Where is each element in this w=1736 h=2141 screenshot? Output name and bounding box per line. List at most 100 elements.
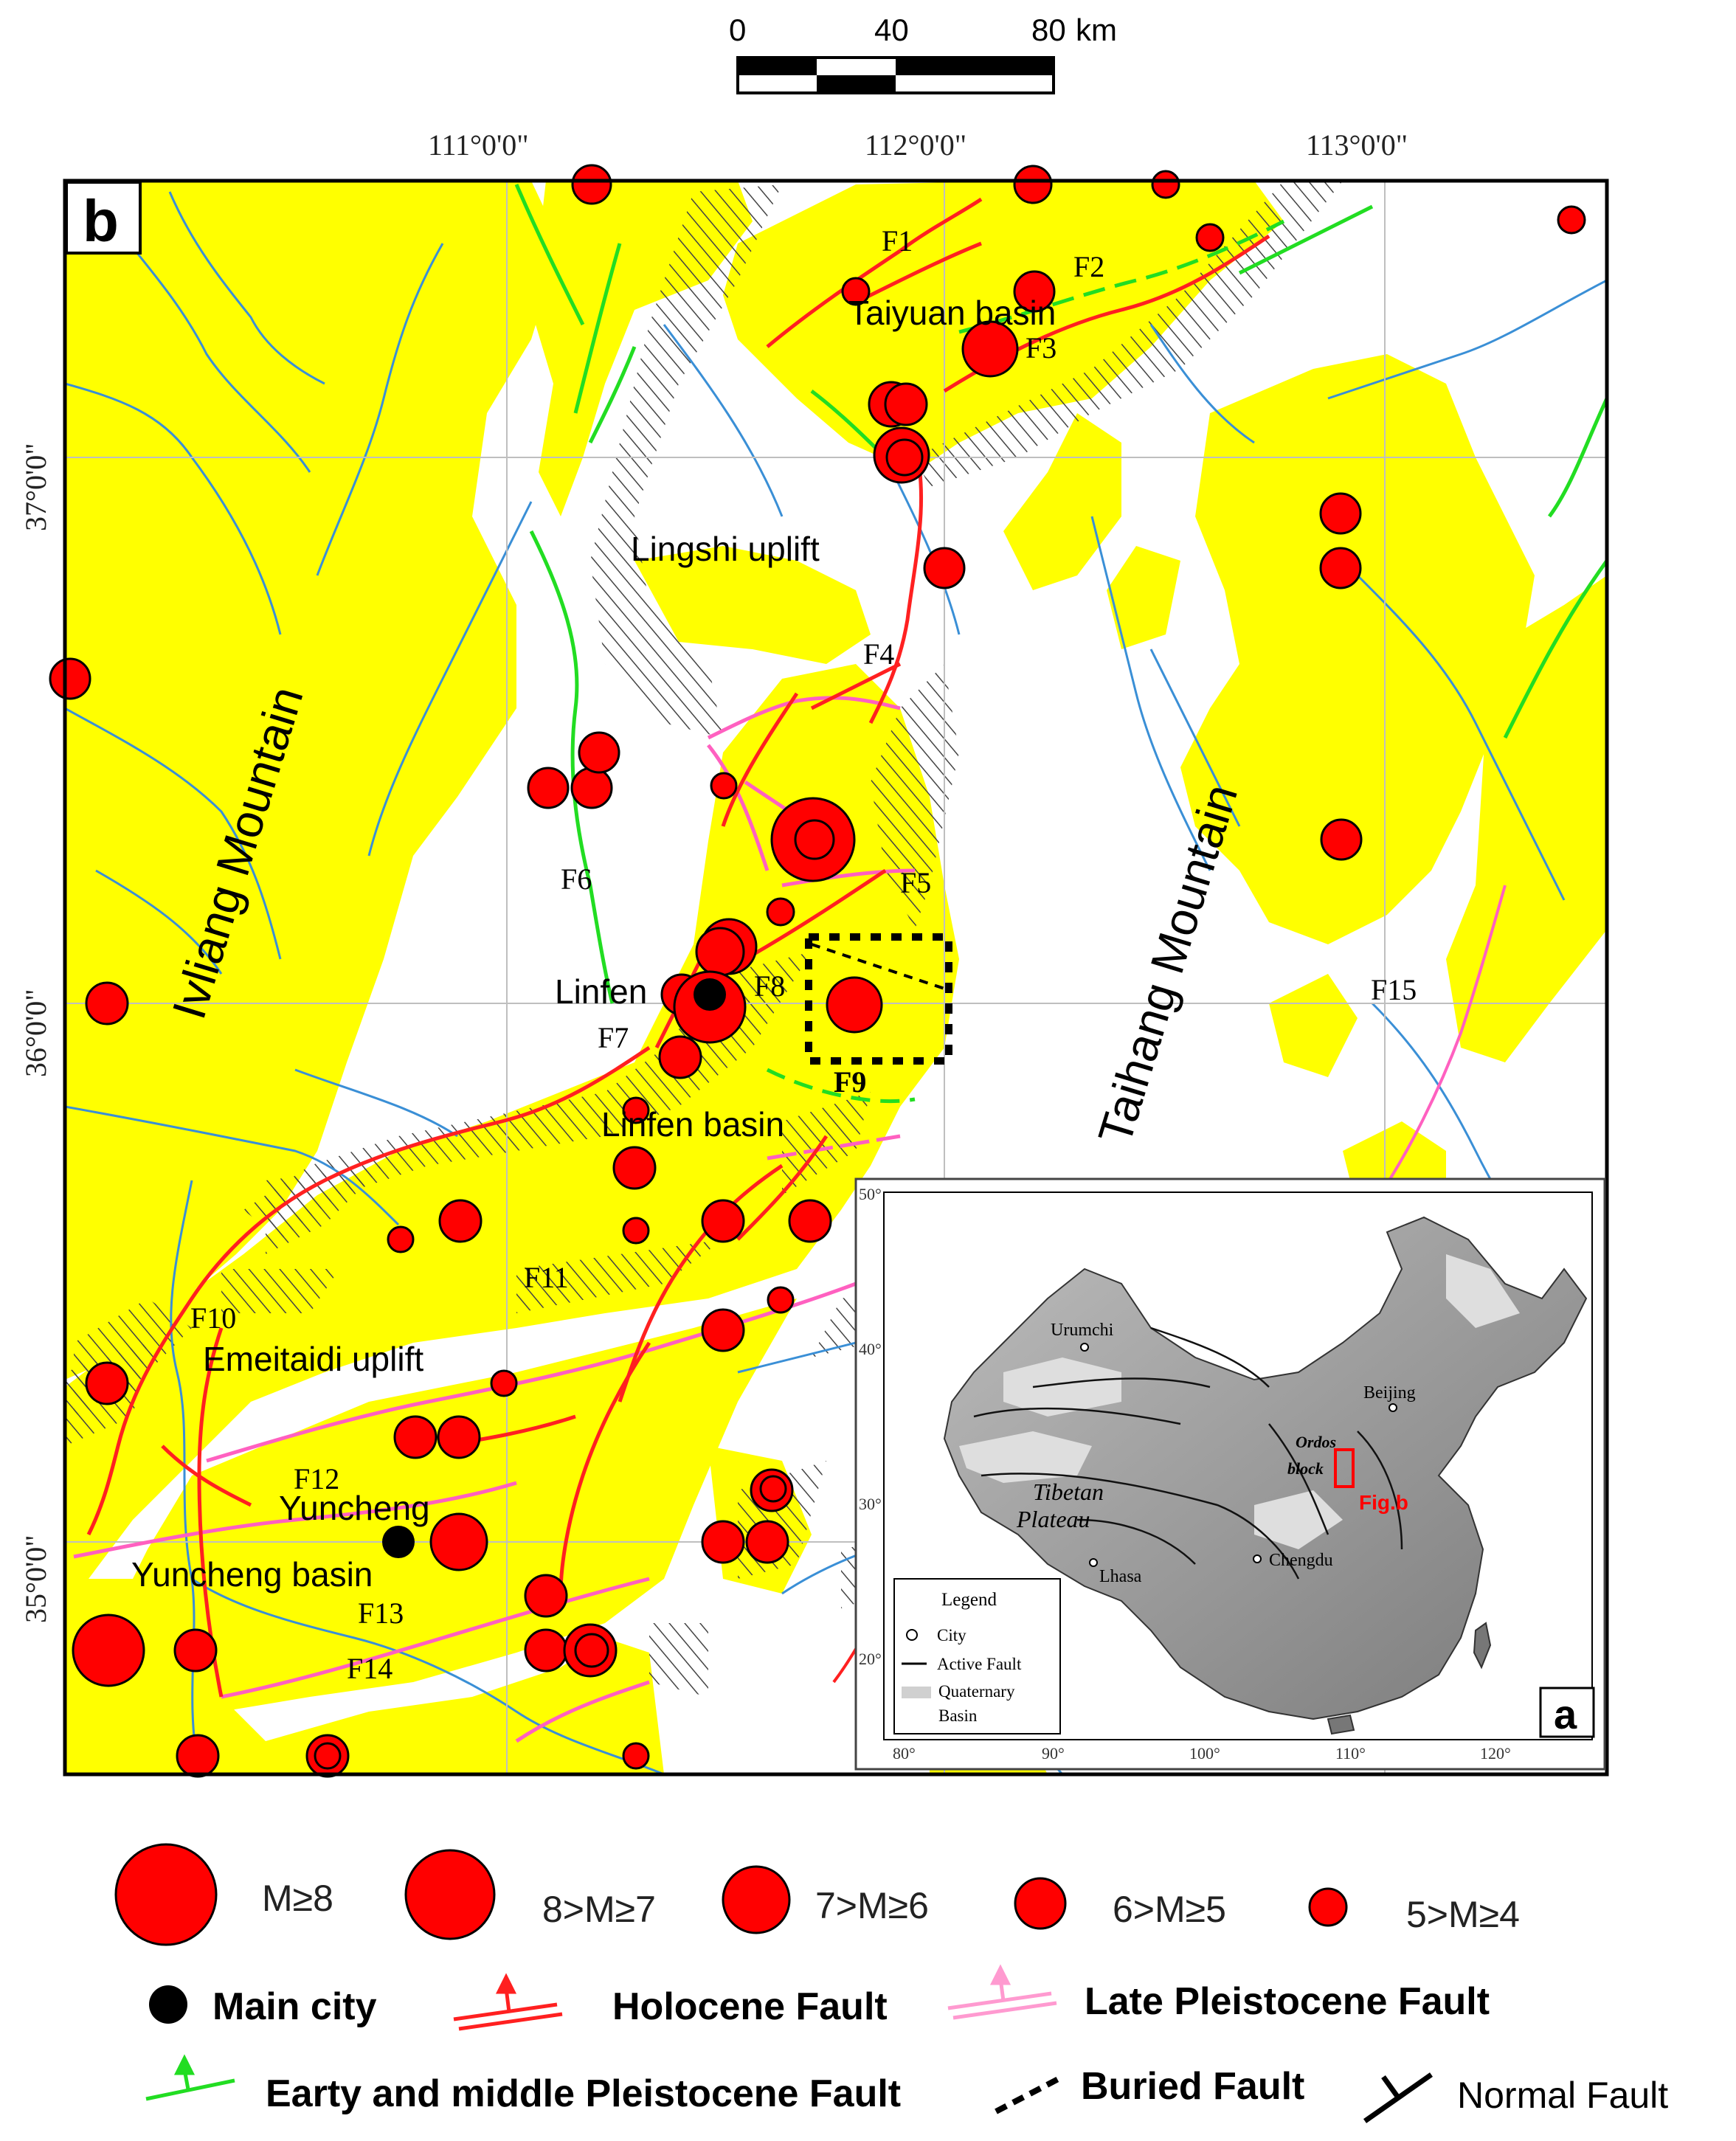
legend-early-middle-symbol (145, 2054, 235, 2101)
legend-late-pleistocene-symbol (947, 1964, 1057, 2020)
inset-basins (959, 1254, 1520, 1549)
beijing-marker (1389, 1403, 1397, 1412)
epicenter-5-4 (1195, 223, 1225, 252)
legend-holocene-label: Holocene Fault (612, 1985, 888, 2028)
hainan-island (1327, 1714, 1355, 1735)
inset-label-box (1539, 1687, 1595, 1738)
inset-map: 50° 40° 30° 20° 80° 90° 100° 110° 120° U… (854, 1177, 1606, 1771)
inset-legend-fault: Active Fault (937, 1655, 1022, 1673)
epicenter-6-5 (885, 438, 924, 477)
study-area-box (805, 933, 952, 1065)
epicenter-5-4 (1151, 170, 1180, 199)
epicenter-6-5 (923, 547, 966, 589)
fault-label-f14: F14 (347, 1652, 392, 1685)
block-label: block (1287, 1459, 1324, 1478)
epicenter-5-4 (622, 1217, 650, 1245)
epicenter-6-5 (884, 382, 928, 426)
panel-label: b (83, 188, 119, 254)
inset-legend-basin: Basin (938, 1706, 978, 1725)
fault-label-f7: F7 (598, 1021, 629, 1054)
epicenter-5-4 (387, 1225, 415, 1253)
longitude-labels: 111°0'0" 112°0'0" 113°0'0" (428, 128, 1408, 162)
scale-tick-0: 0 (729, 13, 746, 47)
fault-label-f13: F13 (358, 1597, 404, 1630)
map-frame (63, 179, 1609, 1777)
legend-m6-label: 7>M≥6 (815, 1885, 929, 1926)
legend-m4-label: 5>M≥4 (1406, 1894, 1520, 1935)
holocene-faults (86, 197, 1270, 1698)
epicenter-6-5 (85, 1361, 129, 1405)
fault-label-f6: F6 (561, 862, 592, 896)
epicenter-6-5 (701, 1199, 745, 1243)
tibetan-label: Tibetan (1033, 1478, 1104, 1505)
epicenter-6-5 (437, 1415, 481, 1459)
epicenter-6-5 (571, 164, 612, 205)
epicenter-7-6 (794, 819, 835, 860)
legend-buried-symbol (995, 2074, 1064, 2114)
fault-label-f9: F9 (834, 1065, 866, 1099)
epicenter-6-5 (173, 1628, 218, 1673)
legend-m8-symbol (114, 1843, 218, 1946)
earthquake-epicenters (49, 164, 1586, 1778)
epicenter-6-5 (1013, 270, 1056, 313)
epicenter-5-4 (490, 1369, 518, 1397)
epicenter-8-7 (72, 1613, 145, 1687)
epicenter-5-4 (841, 277, 871, 306)
legend-buried-label: Buried Fault (1081, 2065, 1304, 2108)
fault-label-f2: F2 (1073, 250, 1104, 283)
epicenter-5-4 (767, 1286, 795, 1314)
inset-lon-110: 110° (1335, 1744, 1366, 1763)
lon-label-111: 111°0'0" (428, 128, 529, 162)
latitude-labels: 37°0'0" 36°0'0" 35°0'0" (19, 443, 52, 1623)
scale-tick-80: 80 (1031, 13, 1066, 47)
legend-late-pleistocene-label: Late Pleistocene Fault (1085, 1980, 1490, 2023)
epicenter-6-5 (578, 731, 620, 774)
buried-fault (811, 943, 945, 990)
epicenter-5-4 (622, 1742, 650, 1770)
plateau-label: Plateau (1016, 1506, 1090, 1532)
inset-lon-90: 90° (1042, 1744, 1065, 1763)
inset-active-faults (973, 1327, 1403, 1580)
epicenter-6-5 (1013, 165, 1053, 204)
inset-places: Urumchi Beijing Lhasa Chengdu Tibetan Pl… (1016, 1321, 1416, 1586)
fault-labels: F1 F2 F3 F4 F5 F6 F7 F8 F9 F10 F11 F12 F… (190, 224, 1417, 1685)
chengdu-marker (1253, 1554, 1262, 1563)
epicenter-5-4 (759, 1475, 787, 1503)
legend-m7-symbol (404, 1849, 496, 1940)
yuncheng-basin-label: Yuncheng basin (131, 1555, 373, 1594)
legend-m5-label: 6>M≥5 (1113, 1889, 1226, 1930)
inset-legend-basin-symbol (902, 1687, 931, 1698)
epicenter-6-5 (745, 1520, 789, 1564)
fault-label-f8: F8 (754, 969, 785, 1003)
epicenter-6-5 (176, 1734, 220, 1778)
rivers (65, 191, 1607, 1774)
taiyuan-basin-label: Taiyuan basin (848, 294, 1056, 332)
main-map: Taiyuan basin Lingshi uplift Ivliang Mou… (49, 164, 1609, 1778)
yuncheng-city-label: Yuncheng (279, 1489, 430, 1527)
scale-segment (817, 75, 896, 93)
inset-label: a (1554, 1691, 1577, 1737)
fault-label-f11: F11 (524, 1261, 569, 1294)
inset-grid-labels: 50° 40° 30° 20° 80° 90° 100° 110° 120° (859, 1185, 1511, 1763)
epicenter-6-5 (527, 767, 570, 809)
lat-label-36: 36°0'0" (19, 989, 52, 1077)
inset-lat-30: 30° (859, 1495, 882, 1513)
inset-legend-city: City (937, 1626, 966, 1644)
epicenter-7-6 (961, 320, 1019, 378)
legend-main-city-label: Main city (212, 1985, 377, 2028)
late-pleistocene-faults (73, 696, 1507, 1743)
lon-label-113: 113°0'0" (1306, 128, 1408, 162)
urumchi-marker (1080, 1343, 1089, 1352)
legend-main-city-symbol (149, 1985, 187, 2024)
inset-lat-50: 50° (859, 1185, 882, 1203)
epicenter-5-4 (622, 1096, 650, 1124)
epicenter-6-5 (788, 1199, 832, 1243)
lon-label-112: 112°0'0" (865, 128, 966, 162)
inset-lat-40: 40° (859, 1340, 882, 1358)
epicenter-6-5 (570, 767, 613, 809)
legend-holocene-symbol (453, 1973, 563, 2031)
quaternary-cover (65, 181, 1607, 1774)
inset-legend: Legend City Active Fault Quaternary Basi… (893, 1578, 1061, 1734)
scale-segment (896, 58, 1054, 75)
fault-label-f4: F4 (863, 637, 894, 671)
